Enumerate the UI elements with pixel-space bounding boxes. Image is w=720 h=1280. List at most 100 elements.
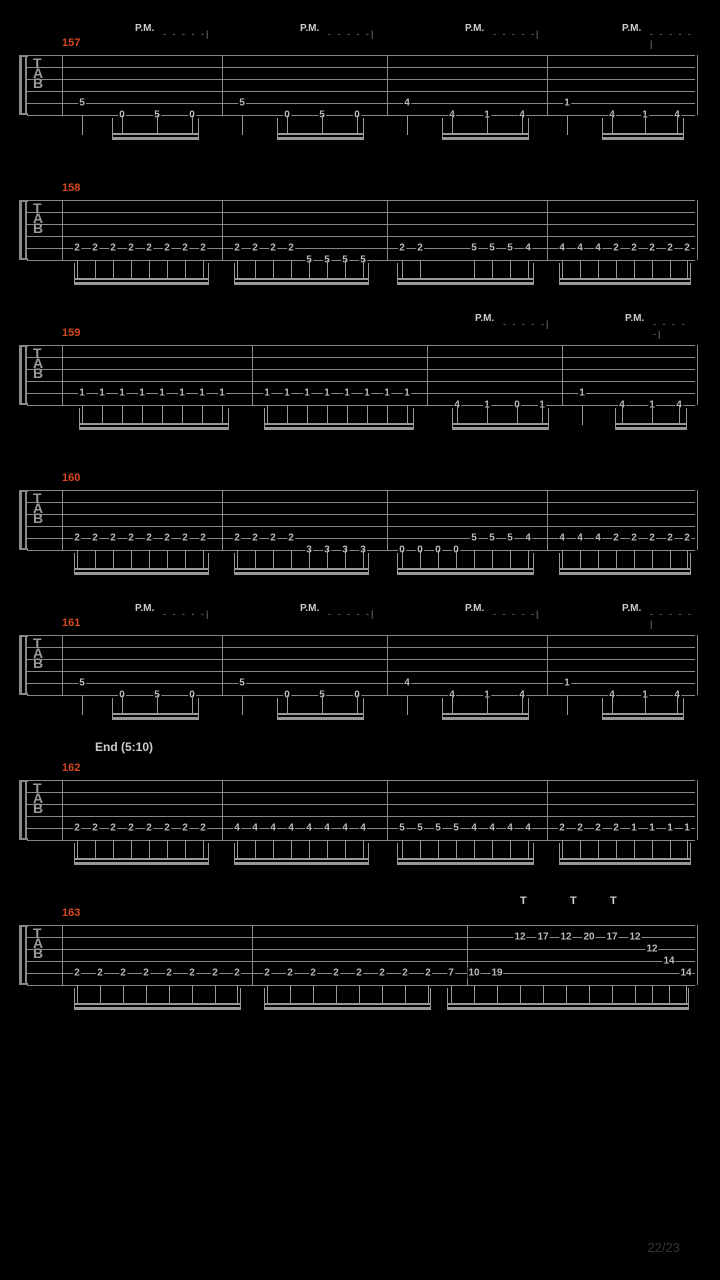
system-bracket — [19, 345, 28, 405]
barline — [547, 635, 548, 695]
tab-staff: TAB158222222222222555522555444422222 — [25, 200, 695, 260]
fret-number: 5 — [434, 823, 442, 834]
palm-mute-label: P.M. — [300, 603, 319, 614]
fret-number: 14 — [679, 968, 692, 979]
beam-group — [442, 698, 529, 720]
fret-number: 4 — [287, 823, 295, 834]
beam-group — [112, 698, 199, 720]
barline — [252, 925, 253, 985]
barline — [547, 55, 548, 115]
staff-line — [27, 635, 695, 636]
beam-group — [79, 408, 229, 430]
fret-number: 4 — [506, 823, 514, 834]
tab-clef: TAB — [33, 203, 43, 233]
tab-system: P.M.- - - - -|P.M.- - - - -|P.M.- - - - … — [25, 635, 695, 695]
fret-number: 2 — [119, 968, 127, 979]
fret-number: 4 — [576, 243, 584, 254]
fret-number: 12 — [559, 932, 572, 943]
fret-number: 4 — [594, 533, 602, 544]
fret-number: 7 — [447, 968, 455, 979]
fret-number: 2 — [416, 243, 424, 254]
staff-line — [27, 695, 695, 696]
fret-number: 19 — [490, 968, 503, 979]
fret-number: 2 — [398, 243, 406, 254]
beam-group — [234, 843, 369, 865]
palm-mute-extent: - - - - -| — [163, 609, 210, 619]
fret-number: 5 — [416, 823, 424, 834]
beam-group — [264, 408, 414, 430]
staff-line — [27, 792, 695, 793]
staff-line — [27, 671, 695, 672]
fret-number: 4 — [305, 823, 313, 834]
system-bracket — [19, 635, 28, 695]
beam-group — [234, 263, 369, 285]
system-bracket — [19, 200, 28, 260]
fret-number: 2 — [181, 533, 189, 544]
palm-mute-extent: - - - - -| — [328, 609, 375, 619]
beam-group — [397, 553, 534, 575]
fret-number: 5 — [78, 98, 86, 109]
fret-number: 1 — [323, 388, 331, 399]
beam-group — [615, 408, 687, 430]
beam-group — [442, 118, 529, 140]
fret-number: 5 — [470, 243, 478, 254]
fret-number: 2 — [163, 823, 171, 834]
fret-number: 5 — [78, 678, 86, 689]
note-stem — [407, 695, 408, 715]
beam-group — [559, 553, 691, 575]
beam-group — [234, 553, 369, 575]
measure-number: 159 — [62, 327, 80, 339]
fret-number: 2 — [163, 243, 171, 254]
barline — [697, 780, 698, 840]
fret-number: 2 — [73, 968, 81, 979]
fret-number: 2 — [401, 968, 409, 979]
beam-group — [277, 698, 364, 720]
note-stem — [582, 405, 583, 425]
beam-group — [277, 118, 364, 140]
staff-line — [27, 345, 695, 346]
tab-staff: TAB1615050505044141414 — [25, 635, 695, 695]
tab-clef: TAB — [33, 638, 43, 668]
fret-number: 2 — [199, 243, 207, 254]
barline — [222, 490, 223, 550]
staff-line — [27, 526, 695, 527]
staff-line — [27, 381, 695, 382]
fret-number: 2 — [96, 968, 104, 979]
beam-group — [74, 263, 209, 285]
fret-number: 5 — [506, 243, 514, 254]
tab-clef: TAB — [33, 348, 43, 378]
fret-number: 4 — [269, 823, 277, 834]
fret-number: 14 — [662, 956, 675, 967]
beam-group — [264, 988, 431, 1010]
fret-number: 1 — [118, 388, 126, 399]
fret-number: 2 — [145, 243, 153, 254]
fret-number: 20 — [582, 932, 595, 943]
fret-number: 12 — [628, 932, 641, 943]
staff-line — [27, 490, 695, 491]
fret-number: 4 — [341, 823, 349, 834]
fret-number: 2 — [309, 968, 317, 979]
fret-number: 4 — [594, 243, 602, 254]
fret-number: 4 — [488, 823, 496, 834]
staff-line — [27, 816, 695, 817]
tab-clef: TAB — [33, 783, 43, 813]
palm-mute-extent: - - - - -| — [328, 29, 375, 39]
staff-line — [27, 780, 695, 781]
fret-number: 1 — [666, 823, 674, 834]
fret-number: 4 — [524, 243, 532, 254]
fret-number: 2 — [424, 968, 432, 979]
fret-number: 4 — [403, 98, 411, 109]
staff-line — [27, 91, 695, 92]
palm-mute-label: P.M. — [300, 23, 319, 34]
staff-line — [27, 200, 695, 201]
barline — [62, 200, 63, 260]
barline — [222, 780, 223, 840]
fret-number: 2 — [211, 968, 219, 979]
fret-number: 2 — [251, 533, 259, 544]
staff-line — [27, 369, 695, 370]
staff-line — [27, 840, 695, 841]
fret-number: 1 — [683, 823, 691, 834]
fret-number: 2 — [558, 823, 566, 834]
fret-number: 2 — [127, 823, 135, 834]
fret-number: 2 — [612, 823, 620, 834]
